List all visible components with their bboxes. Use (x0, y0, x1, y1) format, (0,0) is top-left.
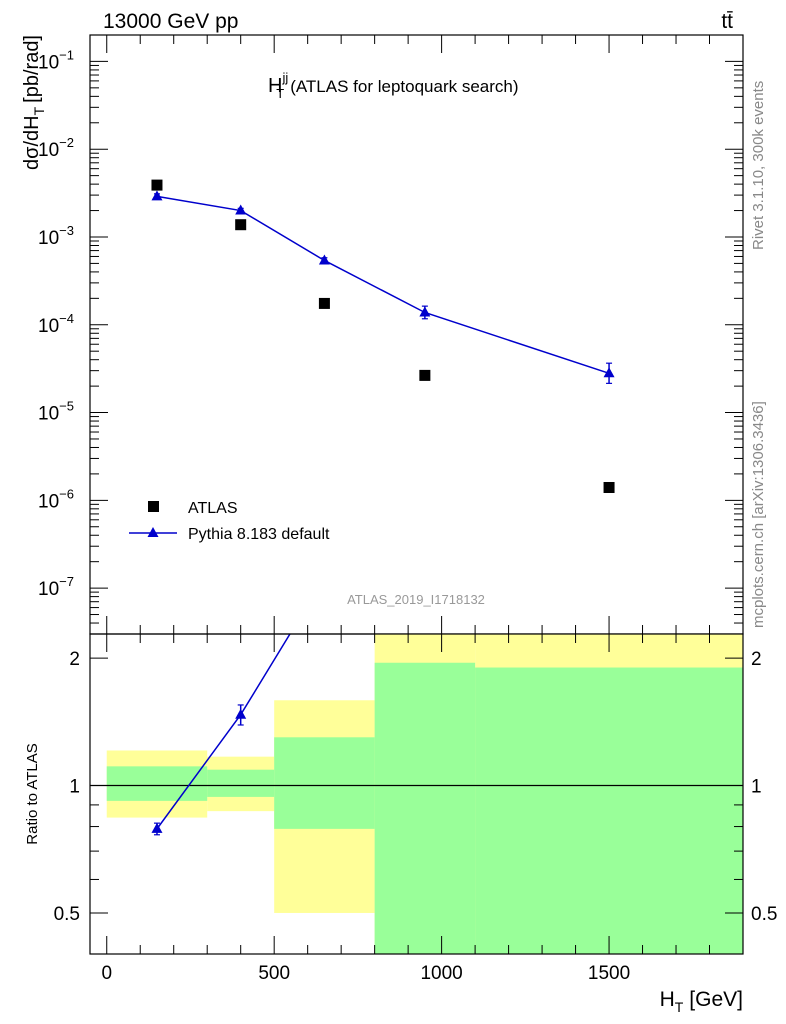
main-frame (89, 34, 744, 635)
main-y-axis-title: dσ/dHT[pb/rad] (21, 35, 47, 170)
main-y-tick-label: 10−7 (38, 574, 74, 600)
x-tick-label: 1500 (588, 963, 630, 984)
ratio-y-tick-label-left: 2 (69, 649, 80, 670)
plot-title: Hjj T (ATLAS for leptoquark search) (268, 70, 519, 101)
x-tick-label: 1000 (420, 963, 462, 984)
legend-atlas-marker (148, 501, 159, 512)
atlas-point (235, 219, 247, 231)
ratio-frame (89, 633, 744, 955)
energy-label: 13000 GeV pp (103, 10, 238, 33)
rivet-version-text: Rivet 3.1.10, 300k events (750, 81, 767, 250)
legend: ATLAS Pythia 8.183 default (129, 500, 330, 543)
analysis-id-label: ATLAS_2019_I1718132 (347, 592, 485, 607)
ratio-panel: 0.5 0.5 1 1 2 2 0 500 1000 1500 Ratio to ATLAS HT… (24, 633, 777, 1015)
main-panel: 10−1 10−2 10−3 10−4 10−5 10−6 10−7 Hjj T (ATLAS … (21, 34, 744, 635)
x-axis-title: HT [GeV] (660, 988, 743, 1015)
pythia-point (235, 204, 247, 215)
ratio-inner-band (274, 737, 375, 829)
ratio-inner-band (475, 667, 743, 954)
ratio-y-tick-label-left: 0.5 (54, 904, 80, 925)
ratio-y-tick-label-left: 1 (69, 777, 80, 798)
ratio-inner-band (207, 769, 275, 797)
atlas-point (151, 179, 163, 191)
main-y-tick-label: 10−3 (38, 223, 74, 249)
x-tick-label: 0 (101, 963, 112, 984)
pythia-point (603, 367, 615, 378)
ratio-pythia-point (235, 708, 247, 719)
pythia-line (156, 195, 610, 375)
ratio-series-group (151, 634, 291, 836)
ratio-y-tick-label-right: 2 (751, 649, 762, 670)
ratio-pythia-line (156, 634, 291, 830)
mcplots-credit-text: mcplots.cern.ch [arXiv:1306.3436] (750, 401, 767, 628)
ratio-inner-band (374, 662, 476, 954)
legend-atlas-label: ATLAS (188, 500, 238, 517)
main-y-tick-label: 10−2 (38, 135, 74, 161)
main-y-tick-label: 10−6 (38, 486, 74, 512)
ratio-y-tick-label-right: 0.5 (751, 904, 777, 925)
pythia-point (151, 190, 163, 201)
main-y-tick-label: 10−5 (38, 399, 74, 425)
process-label: tt̄ (721, 10, 733, 33)
legend-pythia-label: Pythia 8.183 default (188, 526, 330, 543)
main-y-tick-label: 10−1 (38, 47, 74, 73)
atlas-point (419, 369, 431, 381)
ratio-inner-band (106, 766, 208, 801)
main-y-tick-label: 10−4 (38, 311, 74, 337)
x-tick-label: 500 (258, 963, 290, 984)
ratio-y-axis-title: Ratio to ATLAS (24, 743, 41, 844)
ratio-pythia-point (151, 822, 163, 833)
pythia-point (419, 306, 431, 317)
pythia-point (318, 254, 330, 265)
atlas-point (603, 481, 615, 493)
ratio-y-tick-label-right: 1 (751, 777, 762, 798)
atlas-point (318, 297, 330, 309)
legend-pythia-marker (147, 527, 159, 537)
